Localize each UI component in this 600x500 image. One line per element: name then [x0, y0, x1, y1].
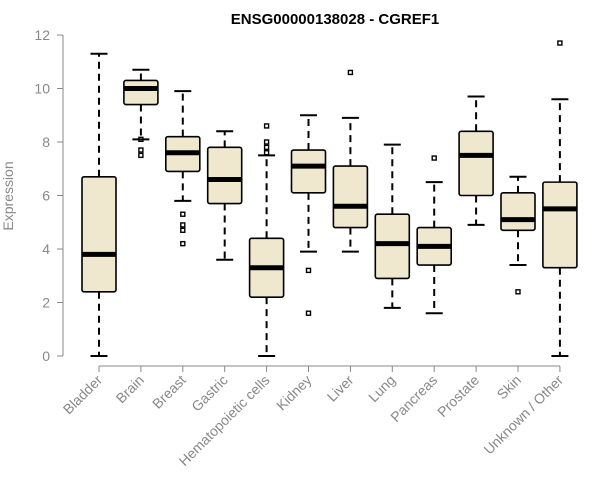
x-tick-label: Pancreas — [387, 372, 440, 425]
plot-area — [81, 40, 578, 357]
box-body — [500, 192, 536, 232]
outlier-point — [305, 267, 312, 274]
box-kidney — [290, 114, 327, 316]
x-tick-label: Unknown / Other — [480, 372, 566, 458]
outlier-point — [557, 40, 563, 46]
outlier-point — [180, 240, 186, 247]
box-body — [374, 213, 411, 280]
y-tick-label: 10 — [34, 81, 50, 97]
y-tick-label: 2 — [42, 295, 50, 311]
x-tick-label: Bladder — [60, 372, 106, 418]
y-tick-label: 0 — [42, 348, 50, 364]
box-body — [542, 181, 578, 269]
box-lung — [374, 143, 411, 309]
box-gastric — [206, 130, 243, 261]
outlier-point — [180, 211, 186, 217]
box-body — [332, 165, 369, 229]
box-unknown-other — [542, 40, 578, 357]
outlier-point — [263, 144, 270, 151]
outlier-point — [263, 123, 270, 129]
y-tick-label: 4 — [42, 241, 50, 257]
y-axis-label: Expression — [0, 161, 16, 230]
x-tick-label: Skin — [494, 372, 525, 403]
x-tick-label: Breast — [149, 372, 189, 412]
x-tick-label: Kidney — [273, 372, 315, 414]
box-body — [290, 149, 327, 194]
x-tick-label: Lung — [365, 372, 398, 405]
outlier-point — [347, 69, 354, 76]
box-body — [81, 175, 117, 293]
x-tick-label: Prostate — [434, 372, 482, 420]
x-tick-label: Liver — [324, 372, 357, 405]
chart-title: ENSG00000138028 - CGREF1 — [231, 11, 439, 28]
box-body — [206, 146, 243, 205]
box-brain — [123, 68, 159, 159]
outlier-point — [138, 152, 144, 159]
outlier-point — [138, 136, 144, 143]
box-pancreas — [416, 155, 453, 315]
outlier-point — [263, 149, 270, 156]
x-tick-label: Brain — [113, 372, 147, 406]
outlier-point — [305, 310, 312, 316]
box-hematopoietic-cells — [248, 123, 285, 357]
box-liver — [332, 69, 369, 253]
box-skin — [500, 175, 536, 295]
box-body — [458, 130, 494, 197]
outlier-point — [180, 222, 186, 228]
outlier-point — [138, 147, 144, 153]
outlier-point — [431, 155, 437, 161]
box-body — [123, 79, 159, 106]
y-tick-label: 6 — [42, 188, 50, 204]
y-tick-label: 8 — [42, 134, 50, 150]
outlier-point — [515, 289, 521, 295]
box-bladder — [81, 52, 117, 357]
box-prostate — [458, 95, 494, 226]
box-breast — [165, 90, 201, 247]
outlier-point — [180, 227, 186, 233]
y-tick-label: 12 — [34, 27, 50, 43]
outlier-point — [263, 139, 270, 145]
